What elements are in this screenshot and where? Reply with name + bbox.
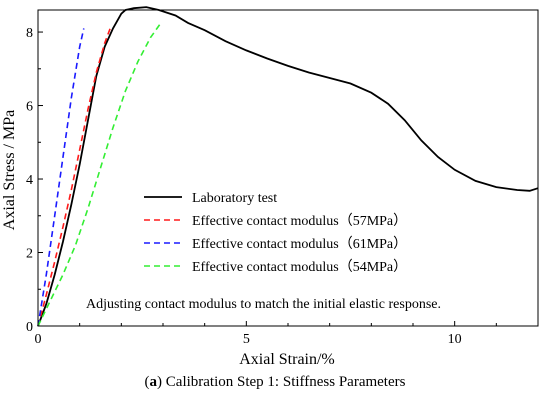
caption-text: Calibration Step 1: Stiffness Parameters (165, 374, 406, 390)
y-tick-label: 6 (26, 100, 33, 115)
caption-label: a (149, 374, 158, 390)
series-line-1 (37, 6, 539, 327)
chart-annotation: Adjusting contact modulus to match the i… (86, 297, 441, 312)
x-tick-label: 10 (448, 332, 462, 347)
y-tick-label: 2 (26, 247, 33, 262)
x-axis-label: Axial Strain/% (239, 351, 335, 368)
y-tick-label: 0 (26, 320, 33, 335)
legend-label-2: Effective contact modulus（57MPa） (192, 213, 407, 229)
y-axis-label: Axial Stress / MPa (1, 110, 18, 230)
series-line-2 (37, 26, 112, 327)
y-tick-label: 8 (26, 26, 33, 41)
plot-area (37, 6, 539, 327)
axes: 0 5 10 0 2 4 6 8 (26, 9, 539, 347)
series-line-3 (37, 28, 85, 327)
legend: Laboratory test Effective contact modulus… (144, 191, 407, 275)
legend-label-4: Effective contact modulus（54MPa） (192, 259, 407, 275)
plot-frame (37, 9, 539, 327)
series-line-4 (37, 22, 162, 327)
legend-label-1: Laboratory test (192, 191, 277, 206)
y-tick-label: 4 (26, 173, 33, 188)
figure-caption: (a) Calibration Step 1: Stiffness Parame… (144, 374, 406, 390)
x-tick-label: 0 (35, 332, 42, 347)
legend-label-3: Effective contact modulus（61MPa） (192, 236, 407, 252)
x-tick-label: 5 (243, 332, 250, 347)
